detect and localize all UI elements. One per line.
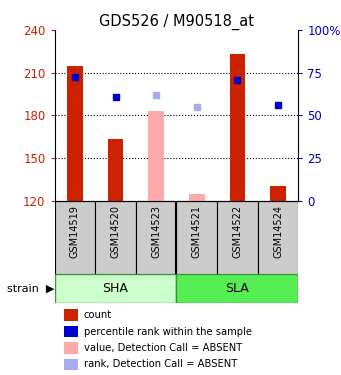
Bar bbox=[108, 140, 123, 201]
Bar bbox=[136, 201, 177, 274]
Text: percentile rank within the sample: percentile rank within the sample bbox=[84, 327, 252, 337]
Text: GSM14522: GSM14522 bbox=[233, 205, 242, 258]
Bar bbox=[177, 274, 298, 303]
Text: GSM14523: GSM14523 bbox=[151, 205, 161, 258]
Text: GSM14519: GSM14519 bbox=[70, 205, 80, 258]
Text: SHA: SHA bbox=[103, 282, 129, 295]
Bar bbox=[64, 358, 78, 370]
Bar bbox=[95, 201, 136, 274]
Text: strain  ▶: strain ▶ bbox=[7, 284, 55, 293]
Bar bbox=[148, 111, 164, 201]
Bar bbox=[270, 186, 286, 201]
Bar bbox=[230, 54, 245, 201]
Bar bbox=[258, 201, 298, 274]
Text: GSM14520: GSM14520 bbox=[110, 205, 120, 258]
Bar bbox=[64, 309, 78, 321]
Bar bbox=[67, 66, 83, 201]
Text: count: count bbox=[84, 310, 112, 320]
Bar bbox=[55, 201, 95, 274]
Text: GSM14524: GSM14524 bbox=[273, 205, 283, 258]
Text: SLA: SLA bbox=[225, 282, 249, 295]
Bar bbox=[177, 201, 217, 274]
Bar bbox=[64, 342, 78, 354]
Text: GSM14521: GSM14521 bbox=[192, 205, 202, 258]
Bar bbox=[217, 201, 258, 274]
Text: value, Detection Call = ABSENT: value, Detection Call = ABSENT bbox=[84, 343, 242, 353]
Title: GDS526 / M90518_at: GDS526 / M90518_at bbox=[99, 14, 254, 30]
Bar bbox=[55, 274, 177, 303]
Text: rank, Detection Call = ABSENT: rank, Detection Call = ABSENT bbox=[84, 359, 237, 369]
Bar bbox=[189, 194, 205, 201]
Bar bbox=[64, 326, 78, 338]
